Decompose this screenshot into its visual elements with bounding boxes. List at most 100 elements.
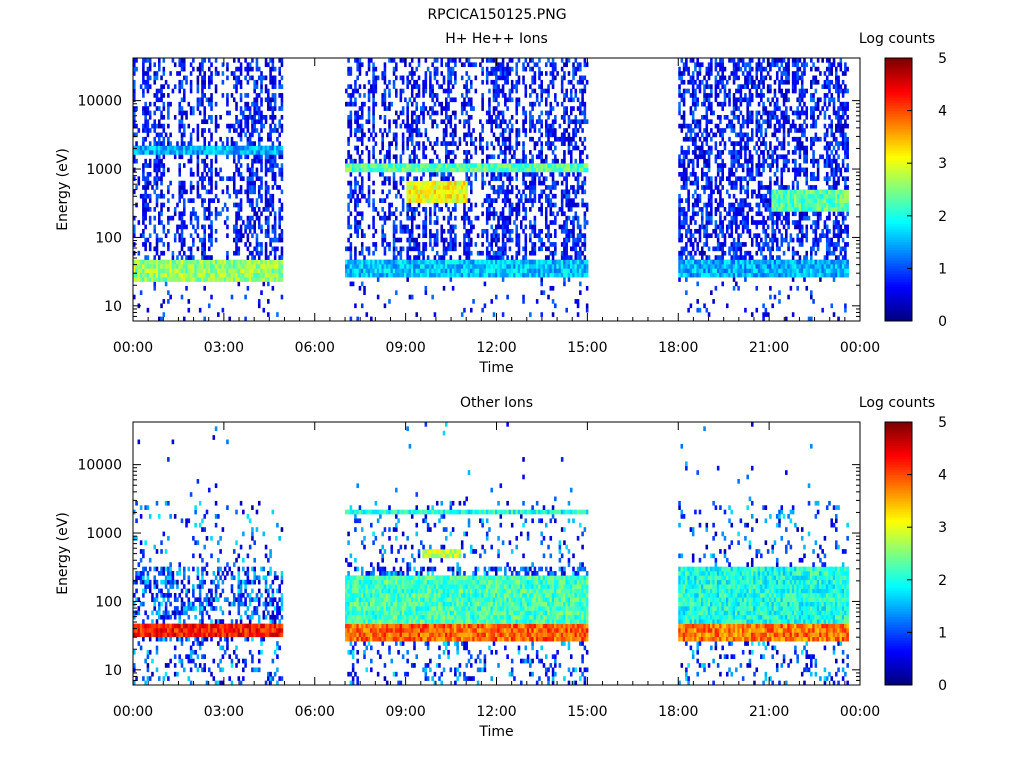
heatmap-cell xyxy=(381,268,384,274)
heatmap-cell xyxy=(278,154,281,160)
heatmap-cell xyxy=(410,272,414,278)
heatmap-cell xyxy=(196,66,200,72)
heatmap-cell xyxy=(395,123,398,129)
heatmap-cell xyxy=(267,132,270,138)
heatmap-cell xyxy=(201,75,204,81)
heatmap-cell xyxy=(157,259,161,265)
heatmap-cell xyxy=(413,268,416,274)
heatmap-cell xyxy=(133,250,136,256)
heatmap-cell xyxy=(538,58,541,63)
heatmap-cell xyxy=(488,180,491,186)
heatmap-cell xyxy=(479,272,482,278)
heatmap-cell xyxy=(463,163,466,168)
heatmap-cell xyxy=(508,220,512,225)
heatmap-cell xyxy=(716,163,720,168)
heatmap-cell xyxy=(529,163,532,168)
heatmap-cell xyxy=(569,272,573,278)
heatmap-cell xyxy=(192,207,195,212)
heatmap-cell xyxy=(267,93,270,98)
heatmap-cell xyxy=(171,259,175,265)
heatmap-cell xyxy=(223,272,227,278)
heatmap-cell xyxy=(565,93,568,98)
heatmap-cell xyxy=(574,58,578,63)
heatmap-cell xyxy=(481,264,484,269)
heatmap-cell xyxy=(388,202,391,208)
heatmap-cell xyxy=(497,255,500,260)
heatmap-cell xyxy=(162,268,166,274)
heatmap-cell xyxy=(422,93,425,98)
heatmap-cell xyxy=(492,211,496,217)
heatmap-cell xyxy=(360,264,364,269)
heatmap-cell xyxy=(242,277,245,282)
heatmap-cell xyxy=(153,246,157,252)
heatmap-cell xyxy=(678,163,681,168)
heatmap-cell xyxy=(680,123,684,129)
heatmap-cell xyxy=(463,150,466,155)
heatmap-cell xyxy=(217,71,220,76)
heatmap-cell xyxy=(214,66,218,72)
heatmap-cell xyxy=(469,272,473,278)
heatmap-cell xyxy=(429,242,432,247)
heatmap-cell xyxy=(356,180,359,186)
heatmap-cell xyxy=(203,136,206,142)
heatmap-cell xyxy=(494,106,498,111)
heatmap-cell xyxy=(565,246,568,252)
heatmap-cell xyxy=(531,259,534,265)
heatmap-cell xyxy=(696,132,699,138)
heatmap-cell xyxy=(388,242,391,247)
heatmap-cell xyxy=(201,264,204,269)
heatmap-cell xyxy=(705,215,709,221)
heatmap-cell xyxy=(700,154,704,160)
heatmap-cell xyxy=(248,66,252,72)
heatmap-cell xyxy=(469,250,473,256)
heatmap-cell xyxy=(492,272,496,278)
heatmap-cell xyxy=(522,268,525,274)
heatmap-cell xyxy=(504,224,507,230)
heatmap-cell xyxy=(685,180,688,186)
heatmap-cell xyxy=(264,215,268,221)
heatmap-cell xyxy=(280,93,284,98)
heatmap-cell xyxy=(203,233,206,239)
heatmap-cell xyxy=(210,171,213,177)
heatmap-cell xyxy=(680,264,684,269)
heatmap-cell xyxy=(157,163,161,168)
heatmap-cell xyxy=(235,114,238,120)
heatmap-cell xyxy=(506,198,509,203)
heatmap-cell xyxy=(483,281,487,287)
heatmap-cell xyxy=(506,145,509,151)
heatmap-cell xyxy=(714,123,718,129)
heatmap-cell xyxy=(176,141,179,146)
heatmap-cell xyxy=(255,93,259,98)
heatmap-cell xyxy=(379,167,382,173)
heatmap-cell xyxy=(574,272,578,278)
heatmap-cell xyxy=(494,211,498,217)
heatmap-cell xyxy=(260,193,263,199)
heatmap-cell xyxy=(705,171,709,177)
heatmap-cell xyxy=(180,294,184,300)
heatmap-cell xyxy=(540,97,543,103)
heatmap-cell xyxy=(579,101,582,107)
heatmap-cell xyxy=(155,277,159,282)
heatmap-cell xyxy=(544,141,548,146)
heatmap-cell xyxy=(392,84,396,89)
heatmap-cell xyxy=(390,259,394,265)
heatmap-cell xyxy=(447,272,450,278)
heatmap-cell xyxy=(273,224,277,230)
heatmap-cell xyxy=(463,207,466,212)
heatmap-cell xyxy=(269,211,272,217)
heatmap-cell xyxy=(253,150,256,155)
heatmap-cell xyxy=(180,268,184,274)
heatmap-cell xyxy=(173,154,177,160)
heatmap-cell xyxy=(705,150,709,155)
heatmap-cell xyxy=(278,141,281,146)
heatmap-cell xyxy=(360,106,364,111)
heatmap-cell xyxy=(490,198,494,203)
heatmap-cell xyxy=(210,198,213,203)
heatmap-cell xyxy=(524,185,528,190)
heatmap-cell xyxy=(255,176,259,182)
heatmap-cell xyxy=(180,97,184,103)
heatmap-cell xyxy=(372,154,375,160)
heatmap-cell xyxy=(716,114,720,120)
heatmap-cell xyxy=(689,303,693,309)
heatmap-cell xyxy=(490,255,494,260)
